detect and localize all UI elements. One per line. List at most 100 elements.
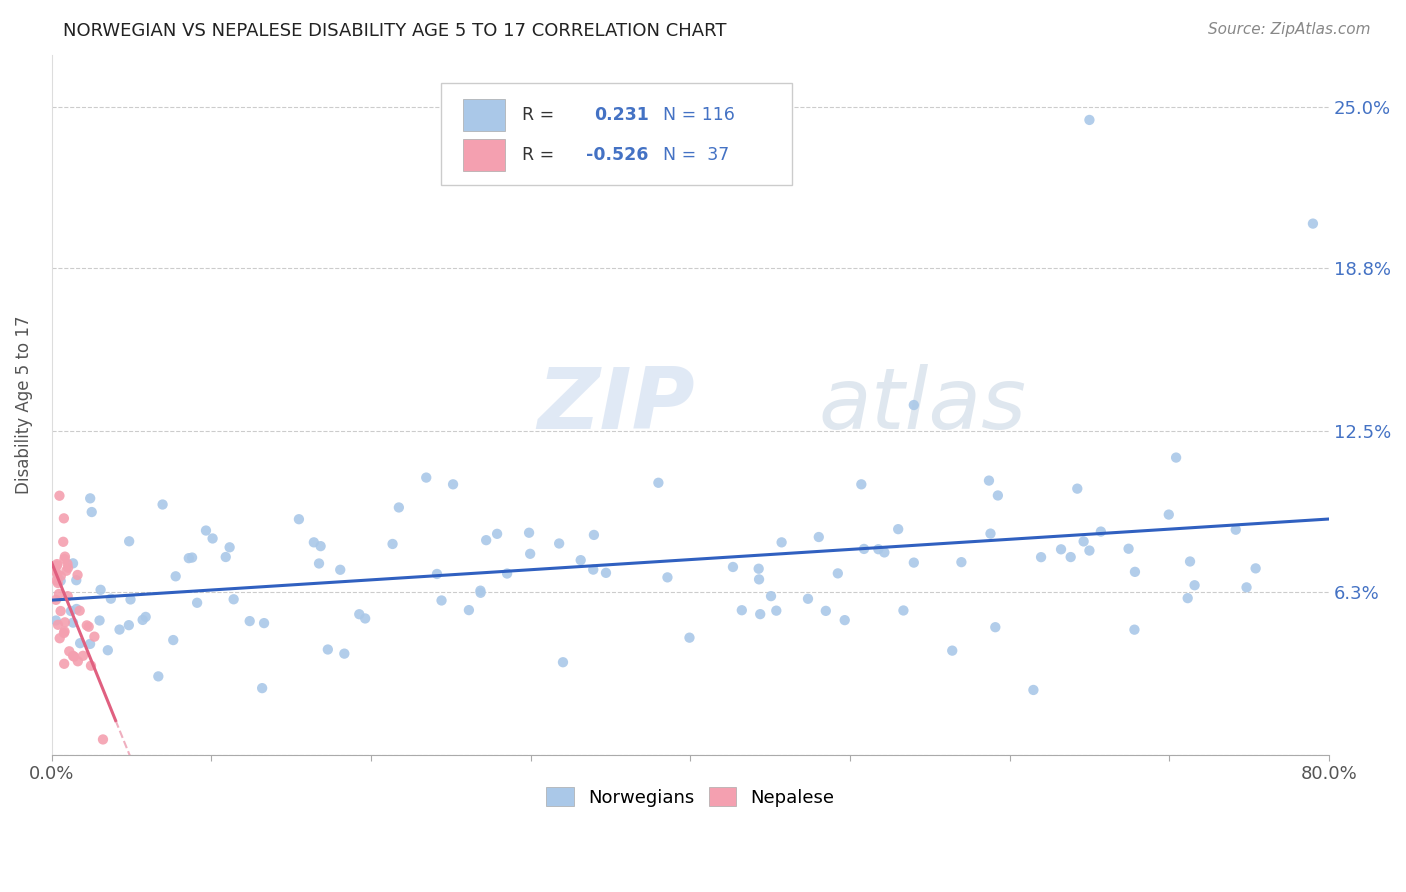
Point <box>1078 112 1101 127</box>
Point <box>62 557 84 571</box>
Point <box>66 654 89 668</box>
Text: ZIP: ZIP <box>537 364 695 447</box>
Point <box>569 553 592 567</box>
Point <box>1157 508 1180 522</box>
Point <box>1029 550 1052 565</box>
Point <box>595 566 617 580</box>
Text: atlas: atlas <box>818 364 1026 447</box>
Point <box>333 647 356 661</box>
Point <box>893 603 915 617</box>
Point <box>66 568 89 582</box>
Point <box>381 537 404 551</box>
Point <box>69 636 91 650</box>
Point <box>430 593 453 607</box>
Point <box>288 512 311 526</box>
Point <box>135 610 157 624</box>
Point <box>551 655 574 669</box>
Point <box>486 526 509 541</box>
Point <box>90 582 112 597</box>
Point <box>903 556 925 570</box>
Point <box>56 557 79 571</box>
Point <box>76 618 98 632</box>
Point <box>97 643 120 657</box>
Point <box>1090 524 1112 539</box>
Point <box>979 526 1001 541</box>
Point <box>45 614 67 628</box>
Point <box>834 613 856 627</box>
Point <box>79 491 101 506</box>
Point <box>748 562 770 576</box>
Point <box>48 489 70 503</box>
Point <box>69 604 91 618</box>
Point <box>72 648 94 663</box>
Point <box>52 534 75 549</box>
Point <box>458 603 481 617</box>
Point <box>83 630 105 644</box>
Point <box>131 613 153 627</box>
Point <box>759 589 782 603</box>
Point <box>977 474 1000 488</box>
Point <box>1123 565 1146 579</box>
FancyBboxPatch shape <box>463 99 505 131</box>
Text: Source: ZipAtlas.com: Source: ZipAtlas.com <box>1208 22 1371 37</box>
Point <box>239 614 262 628</box>
Point <box>1060 550 1083 565</box>
Point <box>56 589 79 603</box>
Point <box>91 732 114 747</box>
Point <box>1066 482 1088 496</box>
Point <box>46 567 69 582</box>
Point <box>45 592 67 607</box>
Point <box>80 658 103 673</box>
Point <box>797 591 820 606</box>
Point <box>426 566 449 581</box>
Point <box>201 532 224 546</box>
Point <box>194 524 217 538</box>
Point <box>1177 591 1199 606</box>
Point <box>46 576 69 591</box>
Text: NORWEGIAN VS NEPALESE DISABILITY AGE 5 TO 17 CORRELATION CHART: NORWEGIAN VS NEPALESE DISABILITY AGE 5 T… <box>63 22 727 40</box>
Text: N = 116: N = 116 <box>652 106 735 124</box>
Point <box>903 398 925 412</box>
Point <box>475 533 498 548</box>
Point <box>1073 534 1095 549</box>
Point <box>120 592 142 607</box>
Point <box>100 591 122 606</box>
Point <box>770 535 793 549</box>
Point <box>46 617 69 632</box>
Point <box>218 541 240 555</box>
Point <box>118 618 141 632</box>
Point <box>470 583 492 598</box>
Point <box>887 522 910 536</box>
Text: R =: R = <box>522 146 560 164</box>
Point <box>65 602 87 616</box>
Point <box>748 573 770 587</box>
Point <box>853 541 876 556</box>
Point <box>1244 561 1267 575</box>
Point <box>827 566 849 581</box>
Point <box>48 632 70 646</box>
Point <box>987 488 1010 502</box>
Point <box>152 498 174 512</box>
Point <box>814 604 837 618</box>
Point <box>329 563 352 577</box>
Point <box>302 535 325 549</box>
Point <box>1164 450 1187 465</box>
FancyBboxPatch shape <box>441 83 793 185</box>
Point <box>1184 578 1206 592</box>
Point <box>388 500 411 515</box>
Point <box>1022 682 1045 697</box>
Point <box>749 607 772 621</box>
Point <box>316 642 339 657</box>
Point <box>941 643 963 657</box>
Legend: Norwegians, Nepalese: Norwegians, Nepalese <box>537 779 844 816</box>
Point <box>53 624 76 639</box>
Point <box>582 528 605 542</box>
Point <box>55 564 77 578</box>
Point <box>80 505 103 519</box>
Point <box>1236 580 1258 594</box>
Point <box>308 557 330 571</box>
Point <box>62 615 84 630</box>
Text: R =: R = <box>522 106 565 124</box>
Point <box>165 569 187 583</box>
Point <box>807 530 830 544</box>
